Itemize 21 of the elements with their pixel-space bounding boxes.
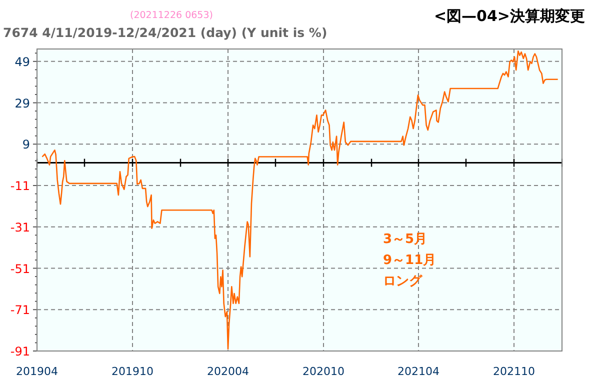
line-series bbox=[42, 50, 558, 350]
y-tick-label: -71 bbox=[10, 303, 30, 318]
x-tick-label: 202104 bbox=[397, 365, 440, 378]
x-tick-label: 201904 bbox=[16, 365, 58, 378]
y-tick-label: 29 bbox=[14, 96, 30, 110]
y-tick-label: 9 bbox=[22, 138, 30, 152]
chart-title: <図—04>決算期変更 bbox=[434, 7, 585, 25]
annotation: ロング bbox=[383, 274, 423, 289]
y-tick-label: -91 bbox=[10, 344, 30, 358]
x-tick-label: 202110 bbox=[492, 365, 535, 378]
x-tick-label: 201910 bbox=[112, 365, 154, 378]
annotation: 9～11月 bbox=[383, 253, 436, 268]
y-tick-label: 49 bbox=[14, 54, 30, 69]
x-tick-label: 202010 bbox=[302, 365, 345, 378]
y-tick-label: -11 bbox=[10, 179, 30, 194]
y-tick-label: -51 bbox=[10, 262, 30, 276]
chart-subtitle: 7674 4/11/2019-12/24/2021 (day) (Y unit is %) bbox=[3, 25, 328, 40]
text: (20211226 0653) bbox=[130, 10, 213, 21]
y-tick-label: -31 bbox=[10, 220, 30, 234]
annotation: 3～5月 bbox=[383, 232, 428, 247]
x-tick-label: 202004 bbox=[207, 365, 250, 378]
